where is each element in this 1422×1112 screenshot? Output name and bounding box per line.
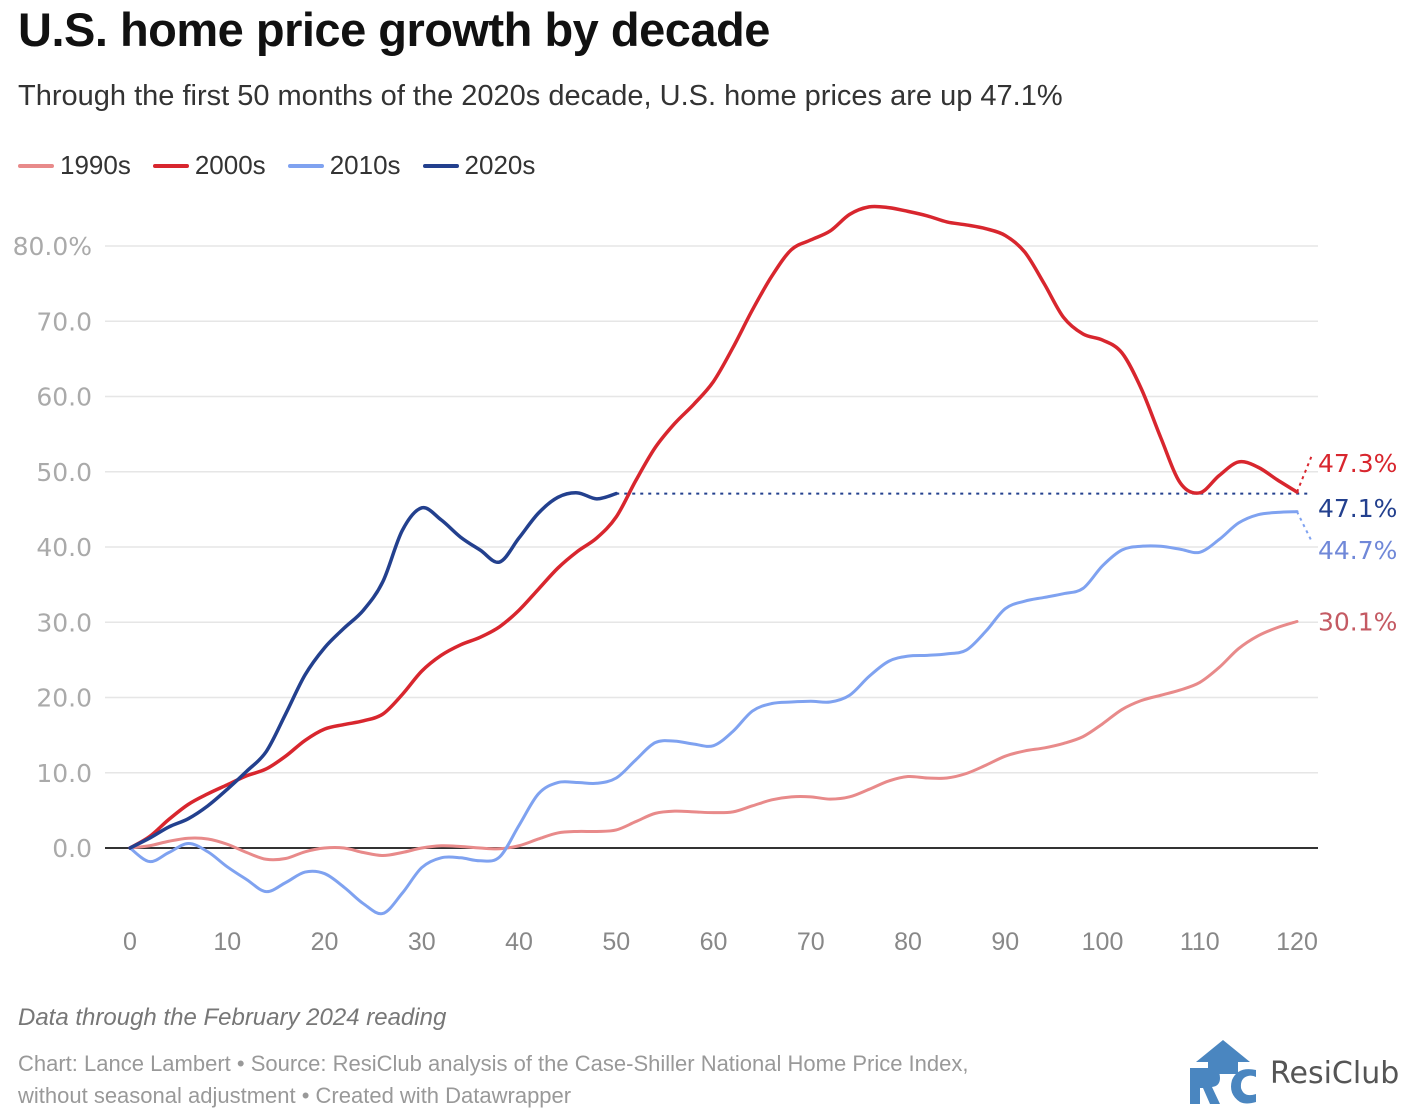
source-line-2: without seasonal adjustment • Created wi…	[18, 1083, 572, 1108]
y-tick-label: 10.0	[36, 759, 92, 788]
x-tick-label: 60	[700, 928, 728, 956]
label-connector-2000s	[1296, 454, 1313, 493]
legend-label-2010s: 2010s	[329, 150, 401, 180]
gridlines	[105, 245, 1318, 849]
x-tick-label: 20	[311, 928, 339, 956]
chart-subtitle: Through the first 50 months of the 2020s…	[18, 80, 1063, 112]
x-tick-label: 70	[797, 928, 825, 956]
x-tick-label: 90	[991, 928, 1019, 956]
chart-legend: 1990s 2000s 2010s 2020s	[18, 150, 557, 181]
series-line-1990s	[128, 619, 1299, 862]
resiclub-logo-icon	[1190, 1040, 1256, 1104]
series-line-2000s	[128, 204, 1299, 850]
legend-item-2010s: 2010s	[287, 150, 401, 181]
label-connector-2010s	[1296, 511, 1313, 543]
y-tick-label: 20.0	[36, 684, 92, 713]
legend-swatch-2010s	[287, 163, 324, 168]
end-labels: 30.1% 47.3% 47.1% 44.7%	[1296, 449, 1397, 636]
legend-item-1990s: 1990s	[18, 150, 131, 181]
x-tick-label: 10	[213, 928, 241, 956]
chart-title: U.S. home price growth by decade	[18, 3, 770, 56]
x-tick-label: 50	[602, 928, 630, 956]
y-axis-ticks: 0.0 10.0 20.0 30.0 40.0 50.0 60.0 70.0 80.0%	[13, 232, 92, 863]
source-line-1: Chart: Lance Lambert • Source: ResiClub …	[18, 1051, 969, 1076]
y-tick-label: 80.0%	[13, 232, 92, 261]
legend-swatch-2000s	[152, 163, 189, 168]
end-label-2010s: 44.7%	[1318, 536, 1397, 565]
y-tick-label: 70.0	[36, 307, 92, 336]
legend-label-2020s: 2020s	[464, 150, 536, 180]
x-tick-label: 0	[123, 928, 137, 956]
x-axis-ticks: 0 10 20 30 40 50 60 70 80 90 100 110 120	[123, 928, 1318, 956]
series-line-2020s	[128, 491, 618, 850]
y-tick-label: 40.0	[36, 533, 92, 562]
resiclub-logo: ResiClub	[1188, 1040, 1399, 1106]
y-tick-label: 50.0	[36, 458, 92, 487]
legend-label-2000s: 2000s	[194, 150, 266, 180]
legend-item-2000s: 2000s	[152, 150, 266, 181]
end-label-1990s: 30.1%	[1318, 607, 1397, 636]
x-tick-label: 80	[894, 928, 922, 956]
logo-text: ResiClub	[1270, 1055, 1400, 1091]
data-note: Data through the February 2024 reading	[18, 1004, 447, 1031]
y-tick-label: 30.0	[36, 608, 92, 637]
x-tick-label: 40	[505, 928, 533, 956]
y-tick-label: 60.0	[36, 383, 92, 412]
x-tick-label: 110	[1180, 928, 1220, 956]
legend-swatch-2020s	[422, 163, 459, 168]
source-credit: Chart: Lance Lambert • Source: ResiClub …	[18, 1048, 1138, 1112]
series-lines	[128, 204, 1312, 916]
x-tick-label: 120	[1276, 928, 1318, 956]
series-line-2010s	[128, 510, 1299, 916]
end-label-2000s: 47.3%	[1318, 449, 1397, 478]
legend-label-1990s: 1990s	[60, 150, 131, 180]
y-tick-label: 0.0	[52, 834, 92, 863]
line-chart: 0.0 10.0 20.0 30.0 40.0 50.0 60.0 70.0 80.0% 0 10…	[13, 204, 1397, 956]
x-tick-label: 100	[1082, 928, 1124, 956]
x-tick-label: 30	[408, 928, 436, 956]
legend-item-2020s: 2020s	[422, 150, 536, 181]
end-label-2020s: 47.1%	[1318, 494, 1397, 523]
legend-swatch-1990s	[18, 163, 54, 168]
